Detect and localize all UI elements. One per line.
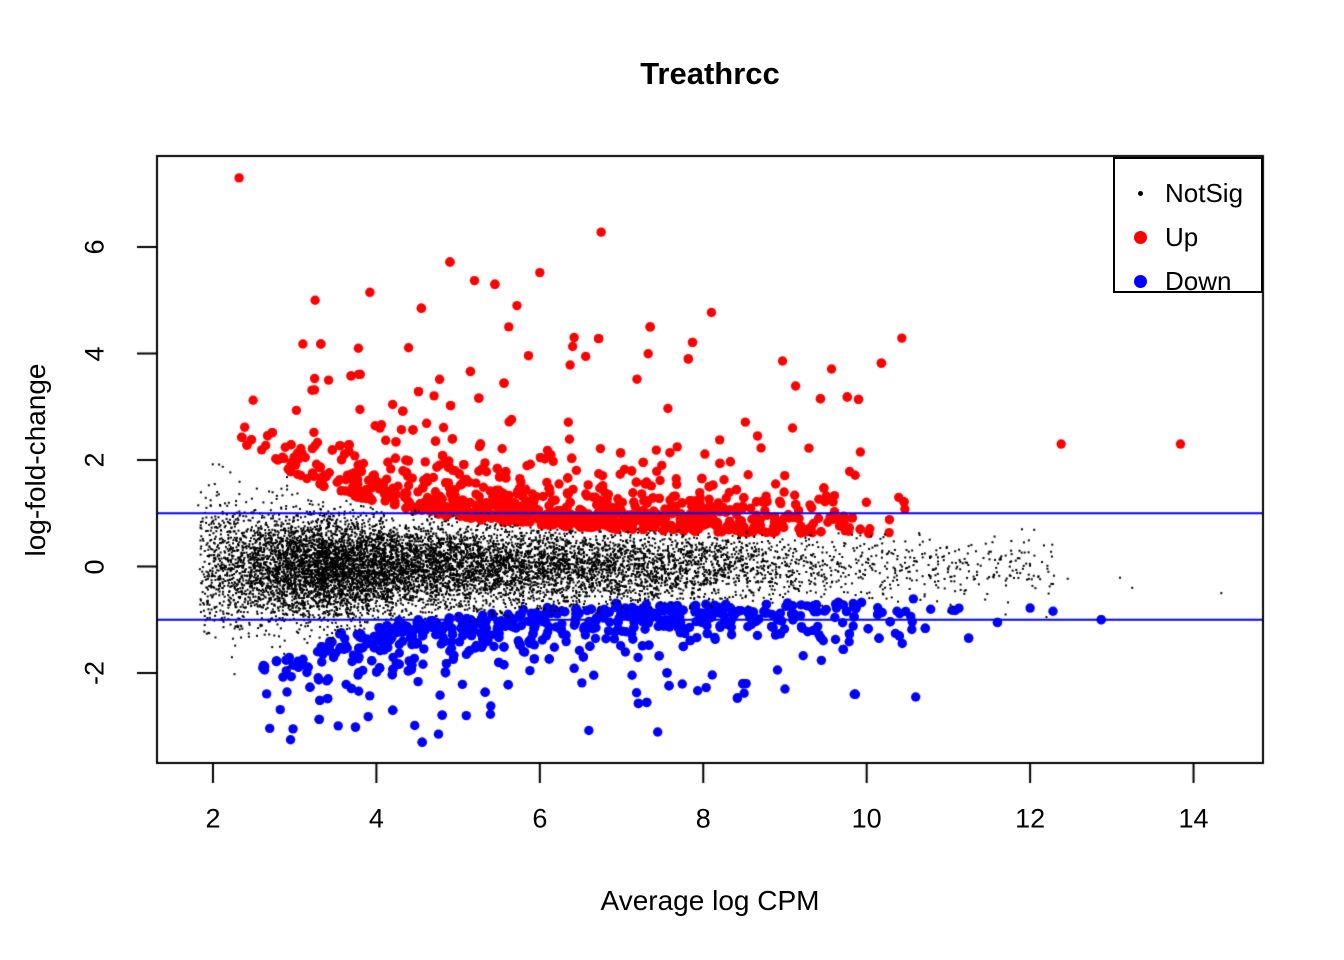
notsig-dot-icon [1137, 190, 1143, 196]
y-tick-label: 4 [79, 346, 110, 362]
chart-title: Treathrcc [640, 56, 780, 91]
legend-label-down: Down [1165, 266, 1232, 296]
legend-label-notsig: NotSig [1165, 178, 1244, 208]
x-tick-label: 6 [532, 803, 548, 834]
y-tick-label: 6 [79, 239, 110, 255]
x-tick-label: 12 [1015, 803, 1046, 834]
up-dot-icon [1133, 230, 1147, 244]
x-tick-label: 8 [695, 803, 711, 834]
y-axis-label: log-fold-change [20, 363, 51, 557]
x-tick-label: 4 [368, 803, 384, 834]
x-axis-label: Average log CPM [600, 885, 820, 916]
legend-label-up: Up [1165, 222, 1199, 252]
legend-entry-notsig: NotSig [1115, 171, 1261, 215]
down-dot-icon [1133, 274, 1147, 288]
y-tick-label: -2 [79, 660, 110, 686]
y-tick-label: 2 [79, 452, 110, 468]
x-tick-label: 2 [205, 803, 221, 834]
legend-entry-down: Down [1115, 259, 1261, 303]
legend-box: NotSig Up Down [1113, 157, 1263, 296]
x-tick-label: 10 [851, 803, 882, 834]
x-tick-label: 14 [1178, 803, 1209, 834]
legend-entry-up: Up [1115, 215, 1261, 259]
y-tick-label: 0 [79, 559, 110, 575]
